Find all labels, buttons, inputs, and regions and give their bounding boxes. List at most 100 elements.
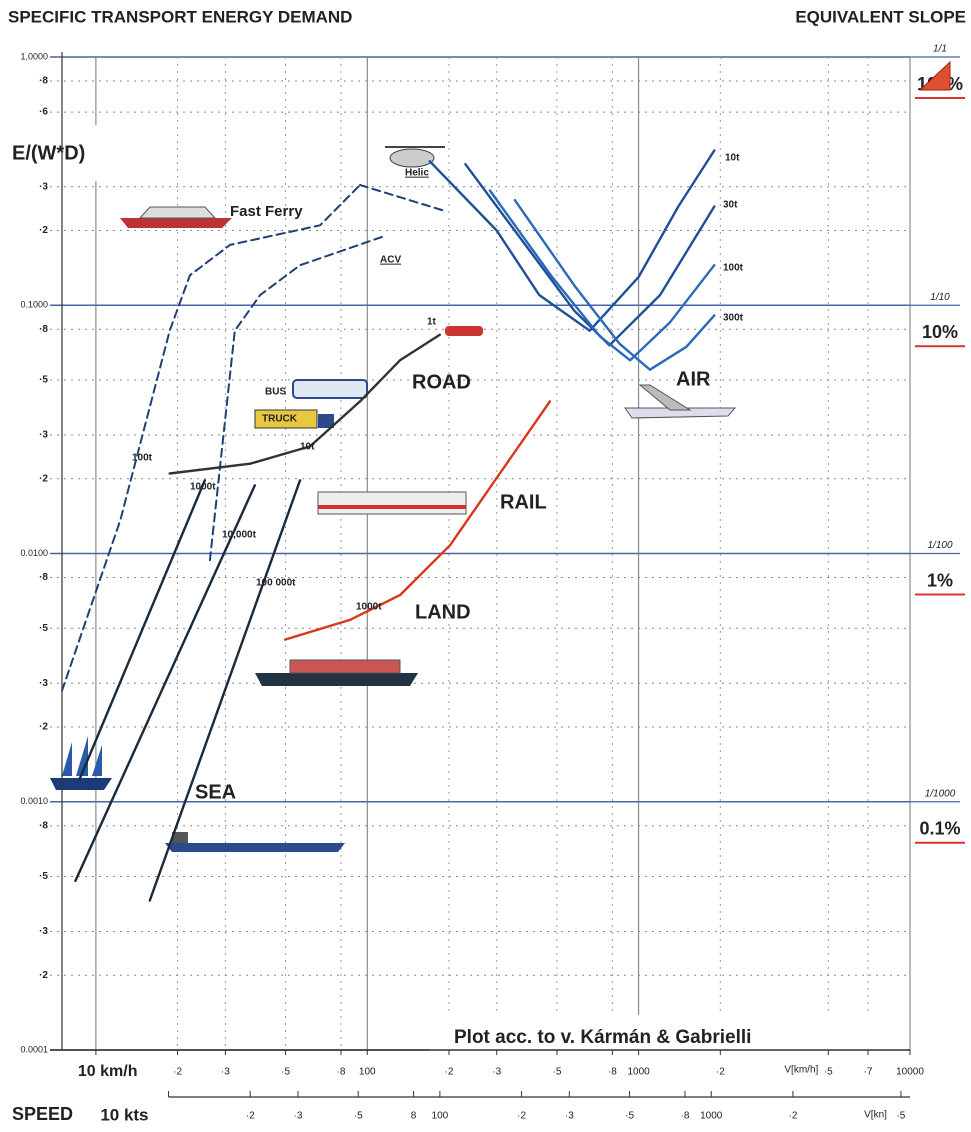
y-axis-title-box bbox=[5, 125, 155, 181]
train-icon bbox=[317, 491, 467, 515]
x2-tick-label: ·5 bbox=[896, 1111, 905, 1122]
x2-tick-label: ·8 bbox=[681, 1111, 690, 1122]
x-tick-label: ·2 bbox=[716, 1067, 725, 1078]
slope-percent: 1% bbox=[927, 570, 953, 590]
series-line bbox=[208, 235, 386, 562]
x-tick-label: 10000 bbox=[896, 1067, 924, 1078]
x-tick-label: ·5 bbox=[552, 1067, 561, 1078]
x-tick-label: ·5 bbox=[281, 1067, 290, 1078]
series-label: 100t bbox=[723, 263, 744, 274]
y-tick-label: ·8 bbox=[39, 572, 48, 583]
y-tick-label: ·8 bbox=[39, 324, 48, 335]
y-tick-label: 1,0000 bbox=[20, 51, 48, 61]
x2-tick-label: 8 bbox=[411, 1111, 417, 1122]
series-line bbox=[359, 184, 446, 212]
bus-icon bbox=[292, 379, 368, 399]
helicopter-icon bbox=[389, 148, 435, 168]
ferry-icon bbox=[138, 206, 217, 219]
x2-tick-label: ·5 bbox=[625, 1111, 634, 1122]
y-axis-title: E/(W*D) bbox=[12, 142, 85, 164]
chart-title: SPECIFIC TRANSPORT ENERGY DEMAND bbox=[8, 7, 352, 26]
series-label: 10t bbox=[725, 153, 740, 164]
slope-label: 1/100 bbox=[927, 540, 952, 551]
series-label: ROAD bbox=[412, 371, 471, 393]
series-line bbox=[513, 199, 716, 371]
series-line bbox=[488, 189, 716, 362]
series-label: 30t bbox=[723, 200, 738, 211]
annotation: SEA bbox=[195, 781, 236, 803]
slope-percent: 10% bbox=[922, 322, 958, 342]
slope-percent: 0.1% bbox=[919, 819, 960, 839]
x-tick-label: ·2 bbox=[173, 1067, 182, 1078]
y-tick-label: 0.0010 bbox=[20, 796, 48, 806]
vehicle-icons bbox=[50, 146, 737, 852]
x-tick-label: ·8 bbox=[337, 1067, 346, 1078]
y-tick-label: 0.1000 bbox=[20, 300, 48, 310]
series-label: 10,000t bbox=[222, 530, 257, 541]
annotation: AIR bbox=[676, 368, 711, 390]
y-tick-label: ·8 bbox=[39, 76, 48, 87]
annotation: 1000t bbox=[356, 602, 382, 613]
series-line bbox=[428, 149, 716, 332]
car-icon bbox=[445, 326, 483, 336]
y-tick-label: ·8 bbox=[39, 820, 48, 831]
series-label: LAND bbox=[415, 601, 471, 623]
sailboat-icon bbox=[50, 778, 112, 790]
truck-icon bbox=[254, 409, 318, 429]
y-tick-label: ·2 bbox=[39, 722, 48, 733]
credit: Plot acc. to v. Kármán & Gabrielli bbox=[454, 1027, 751, 1048]
y-tick-label: ·6 bbox=[39, 107, 48, 118]
x-tick-label: ·7 bbox=[864, 1067, 873, 1078]
ferry-icon bbox=[120, 218, 232, 228]
annotation: BUS bbox=[265, 387, 286, 398]
container-ship-icon bbox=[255, 673, 418, 686]
tanker-icon bbox=[165, 843, 345, 852]
y-tick-label: ·3 bbox=[39, 926, 48, 937]
y-tick-label: ·2 bbox=[39, 225, 48, 236]
y-tick-label: ·5 bbox=[39, 623, 48, 634]
slope-triangle bbox=[918, 60, 951, 91]
x2-tick-label: ·5 bbox=[354, 1111, 363, 1122]
series-line bbox=[168, 333, 441, 475]
series-label: 100 000t bbox=[256, 578, 296, 589]
truck-icon bbox=[318, 414, 334, 428]
series-line bbox=[61, 184, 361, 692]
container-ship-icon bbox=[289, 659, 401, 674]
y-tick-label: 0.0001 bbox=[20, 1044, 48, 1054]
x2-tick-label: ·2 bbox=[788, 1111, 797, 1122]
x-tick-label: 100 bbox=[359, 1067, 376, 1078]
annotation: TRUCK bbox=[262, 414, 298, 425]
tanker-icon bbox=[172, 832, 188, 843]
x2-unit-label: V[kn] bbox=[864, 1110, 887, 1121]
sailboat-icon bbox=[62, 736, 102, 776]
y-tick-label: ·2 bbox=[39, 473, 48, 484]
y-tick-label: ·3 bbox=[39, 678, 48, 689]
x2-tick-label: 100 bbox=[432, 1111, 449, 1122]
slope-label: 1/10 bbox=[930, 292, 950, 303]
y-tick-label: 0.0100 bbox=[20, 548, 48, 558]
series-line bbox=[148, 479, 302, 902]
x-tick-label: ·3 bbox=[221, 1067, 230, 1078]
series-line bbox=[283, 400, 552, 641]
x-tick-label: 1000 bbox=[628, 1067, 651, 1078]
series-line bbox=[78, 479, 206, 781]
plane-icon bbox=[624, 407, 737, 419]
x2-tick-label: 1000 bbox=[700, 1111, 723, 1122]
annotation: RAIL bbox=[500, 491, 547, 513]
series-label: 1000t bbox=[190, 482, 216, 493]
x2-tick-label: ·3 bbox=[565, 1111, 574, 1122]
x-tick-label: ·5 bbox=[824, 1067, 833, 1078]
series-label: Helic bbox=[405, 168, 429, 179]
right-axis-title: EQUIVALENT SLOPE bbox=[795, 7, 966, 26]
x2-tick-label: ·2 bbox=[517, 1111, 526, 1122]
x2-tick-label: ·2 bbox=[246, 1111, 255, 1122]
x-unit-label: V[km/h] bbox=[784, 1065, 818, 1076]
series-label: ACV bbox=[380, 255, 401, 266]
annotation: 100t bbox=[132, 453, 153, 464]
x-tick-label: ·3 bbox=[492, 1067, 501, 1078]
slope-label: 1/1000 bbox=[925, 788, 956, 799]
train-icon bbox=[318, 505, 466, 509]
